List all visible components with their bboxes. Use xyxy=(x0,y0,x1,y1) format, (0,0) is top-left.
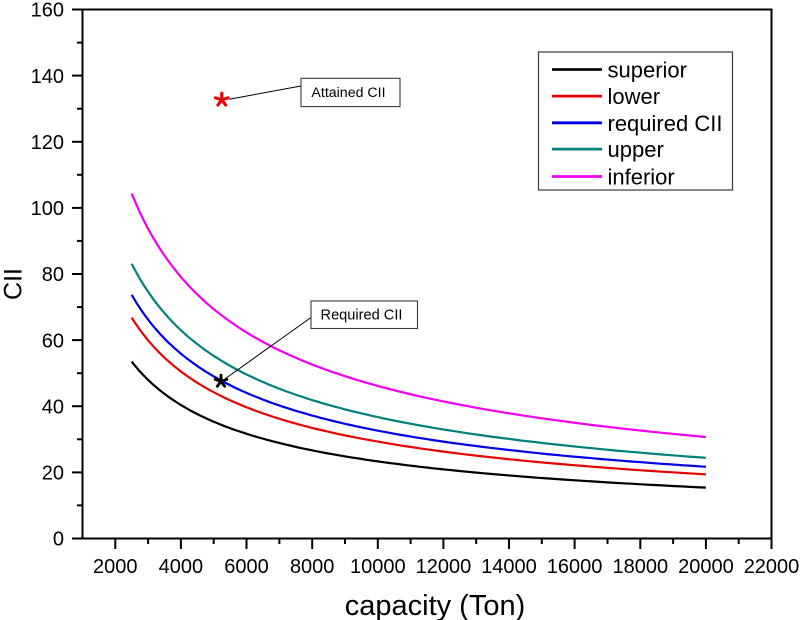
svg-text:lower: lower xyxy=(608,84,661,109)
svg-text:160: 160 xyxy=(31,0,64,22)
svg-text:capacity (Ton): capacity (Ton) xyxy=(345,590,526,620)
svg-text:16000: 16000 xyxy=(547,556,603,578)
svg-text:40: 40 xyxy=(42,396,64,418)
svg-text:inferior: inferior xyxy=(608,165,675,190)
svg-text:4000: 4000 xyxy=(159,556,204,578)
svg-text:18000: 18000 xyxy=(612,556,668,578)
svg-text:Required CII: Required CII xyxy=(321,308,403,324)
svg-text:20: 20 xyxy=(42,463,64,485)
svg-text:8000: 8000 xyxy=(290,556,335,578)
svg-text:upper: upper xyxy=(608,137,664,162)
svg-text:60: 60 xyxy=(42,330,64,352)
svg-text:0: 0 xyxy=(53,529,64,551)
svg-text:12000: 12000 xyxy=(416,556,472,578)
svg-text:CII: CII xyxy=(0,268,27,300)
svg-text:2000: 2000 xyxy=(93,556,138,578)
svg-text:80: 80 xyxy=(42,264,64,286)
svg-text:100: 100 xyxy=(31,198,64,220)
svg-text:140: 140 xyxy=(31,66,64,88)
svg-text:10000: 10000 xyxy=(350,556,406,578)
svg-text:Attained CII: Attained CII xyxy=(311,85,385,101)
svg-text:22000: 22000 xyxy=(744,556,800,578)
svg-text:120: 120 xyxy=(31,132,64,154)
svg-text:14000: 14000 xyxy=(481,556,537,578)
svg-text:20000: 20000 xyxy=(678,556,734,578)
svg-text:required CII: required CII xyxy=(608,111,723,136)
svg-text:6000: 6000 xyxy=(224,556,269,578)
svg-text:superior: superior xyxy=(608,58,687,83)
